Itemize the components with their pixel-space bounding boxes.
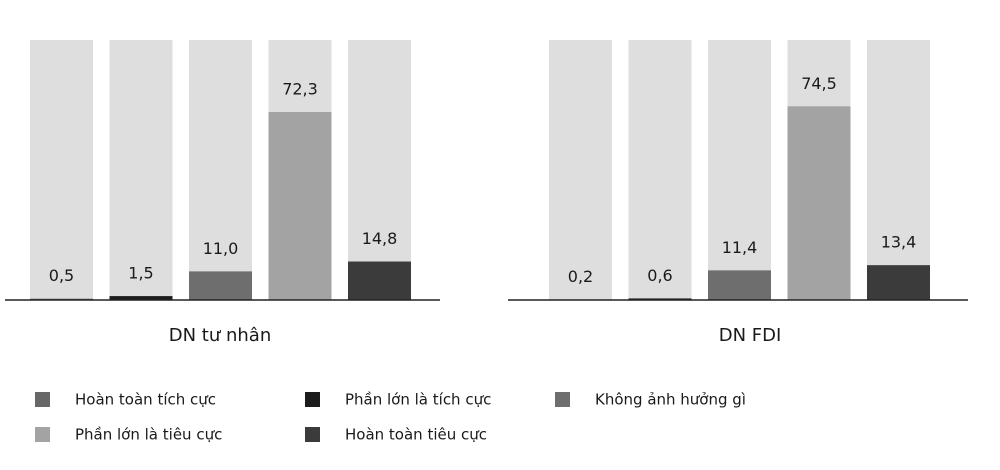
- bar: [109, 296, 173, 300]
- chart-title: DN tư nhân: [169, 325, 272, 346]
- bar-background: [549, 40, 612, 300]
- bar-background: [30, 40, 93, 300]
- legend-swatch: [555, 392, 570, 407]
- bar-background: [628, 40, 692, 300]
- value-label: 0,2: [568, 267, 593, 286]
- legend-label: Phần lớn là tích cực: [345, 391, 491, 409]
- bar: [189, 271, 252, 300]
- bar: [708, 270, 771, 300]
- bar-background: [708, 40, 771, 300]
- value-label: 11,4: [722, 238, 758, 257]
- legend-label: Không ảnh hưởng gì: [595, 391, 746, 409]
- value-label: 0,6: [647, 266, 672, 285]
- bar-background: [109, 40, 173, 300]
- legend-swatch: [35, 427, 50, 442]
- legend-swatch: [305, 427, 320, 442]
- bar-background: [348, 40, 411, 300]
- bar: [348, 261, 411, 300]
- chart-title: DN FDI: [719, 325, 782, 346]
- bar-background: [867, 40, 930, 300]
- bar: [867, 265, 930, 300]
- value-label: 14,8: [362, 229, 398, 248]
- legend-label: Hoàn toàn tiêu cực: [345, 426, 487, 444]
- bar: [787, 106, 851, 300]
- value-label: 1,5: [128, 264, 153, 283]
- bar: [268, 112, 332, 301]
- value-label: 0,5: [49, 266, 74, 285]
- legend-swatch: [35, 392, 50, 407]
- legend-swatch: [305, 392, 320, 407]
- legend-label: Hoàn toàn tích cực: [75, 391, 216, 409]
- value-label: 72,3: [282, 80, 318, 99]
- bar-background: [189, 40, 252, 300]
- value-label: 74,5: [801, 74, 837, 93]
- value-label: 11,0: [203, 239, 239, 258]
- value-label: 13,4: [881, 233, 917, 252]
- bar: [628, 298, 692, 300]
- legend-label: Phần lớn là tiêu cực: [75, 426, 222, 444]
